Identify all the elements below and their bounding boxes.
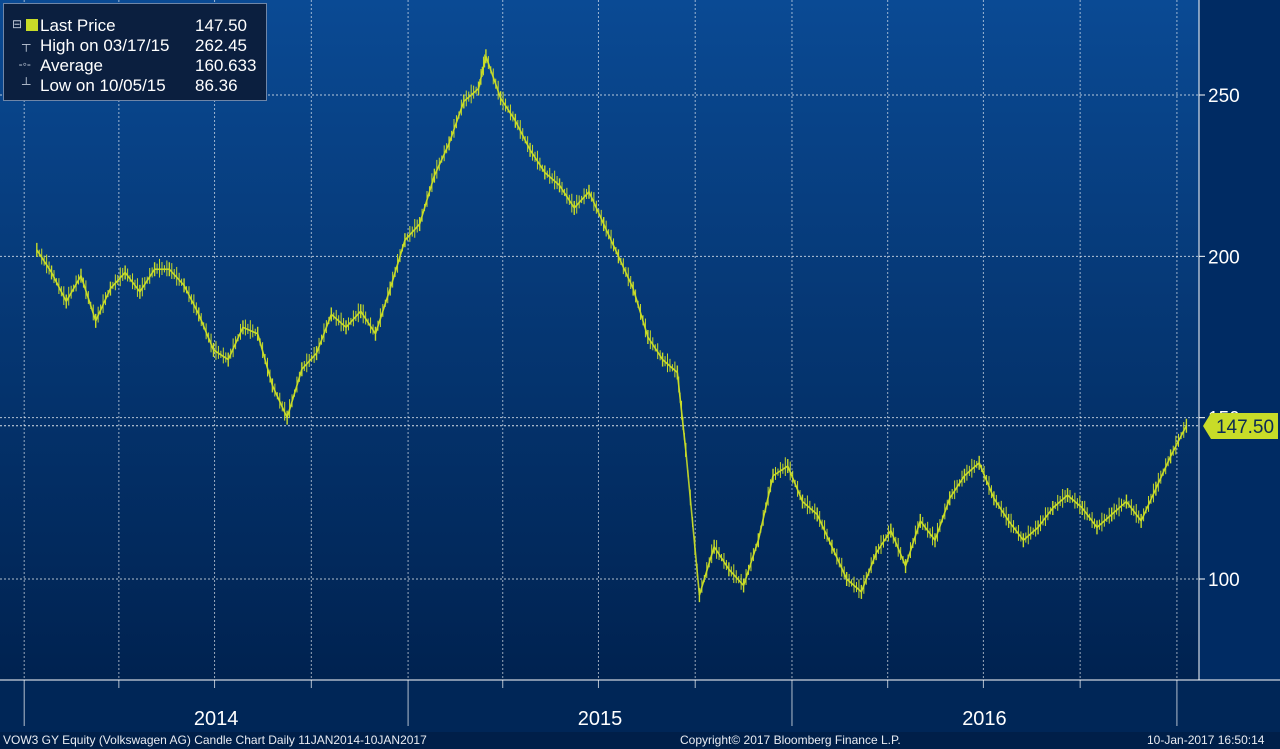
footer-title: VOW3 GY Equity (Volkswagen AG) Candle Ch… [3, 733, 427, 747]
low-marker-icon: ┴ [12, 77, 31, 91]
high-marker-icon: ┬ [12, 37, 31, 51]
legend-box: ⊟ Last Price 147.50 ┬ High on 03/17/15 2… [3, 3, 267, 101]
x-tick-label: 2015 [578, 708, 623, 730]
axes [0, 0, 1280, 726]
price-tag-text: 147.50 [1216, 417, 1274, 438]
x-tick-label: 2016 [962, 708, 1007, 730]
legend-high: ┬ High on 03/17/15 262.45 [12, 36, 264, 56]
last-price-label: Last Price [40, 16, 116, 35]
high-value: 262.45 [195, 36, 247, 55]
footer-background [0, 732, 1280, 749]
legend-low: ┴ Low on 10/05/15 86.36 [12, 76, 264, 96]
low-label: Low on 10/05/15 [40, 76, 166, 95]
y-tick-label: 100 [1208, 570, 1240, 591]
plot-background [0, 0, 1199, 680]
price-tag-shape: 147.50 [1203, 413, 1278, 439]
bottom-axis-background [0, 680, 1280, 732]
series-marks [36, 49, 1188, 603]
x-tick-label: 2014 [194, 708, 239, 730]
collapse-icon[interactable]: ⊟ [12, 17, 23, 31]
average-value: 160.633 [195, 56, 257, 75]
grid-lines [0, 0, 1199, 680]
average-label: Average [40, 56, 104, 75]
high-label: High on 03/17/15 [40, 36, 170, 55]
footer-timestamp: 10-Jan-2017 16:50:14 [1147, 733, 1265, 747]
legend-average: -◦- Average 160.633 [12, 56, 264, 76]
average-marker-icon: -◦- [12, 57, 31, 71]
last-price-tag: 147.50 [1203, 413, 1278, 439]
footer-copyright: Copyright© 2017 Bloomberg Finance L.P. [680, 733, 901, 747]
last-price-value: 147.50 [195, 16, 247, 35]
legend-last-price: ⊟ Last Price 147.50 [12, 16, 264, 36]
y-tick-label: 200 [1208, 247, 1240, 268]
y-tick-label: 250 [1208, 86, 1240, 107]
last-price-swatch-icon [26, 19, 38, 31]
low-value: 86.36 [195, 76, 238, 95]
right-axis-background [1199, 0, 1280, 680]
